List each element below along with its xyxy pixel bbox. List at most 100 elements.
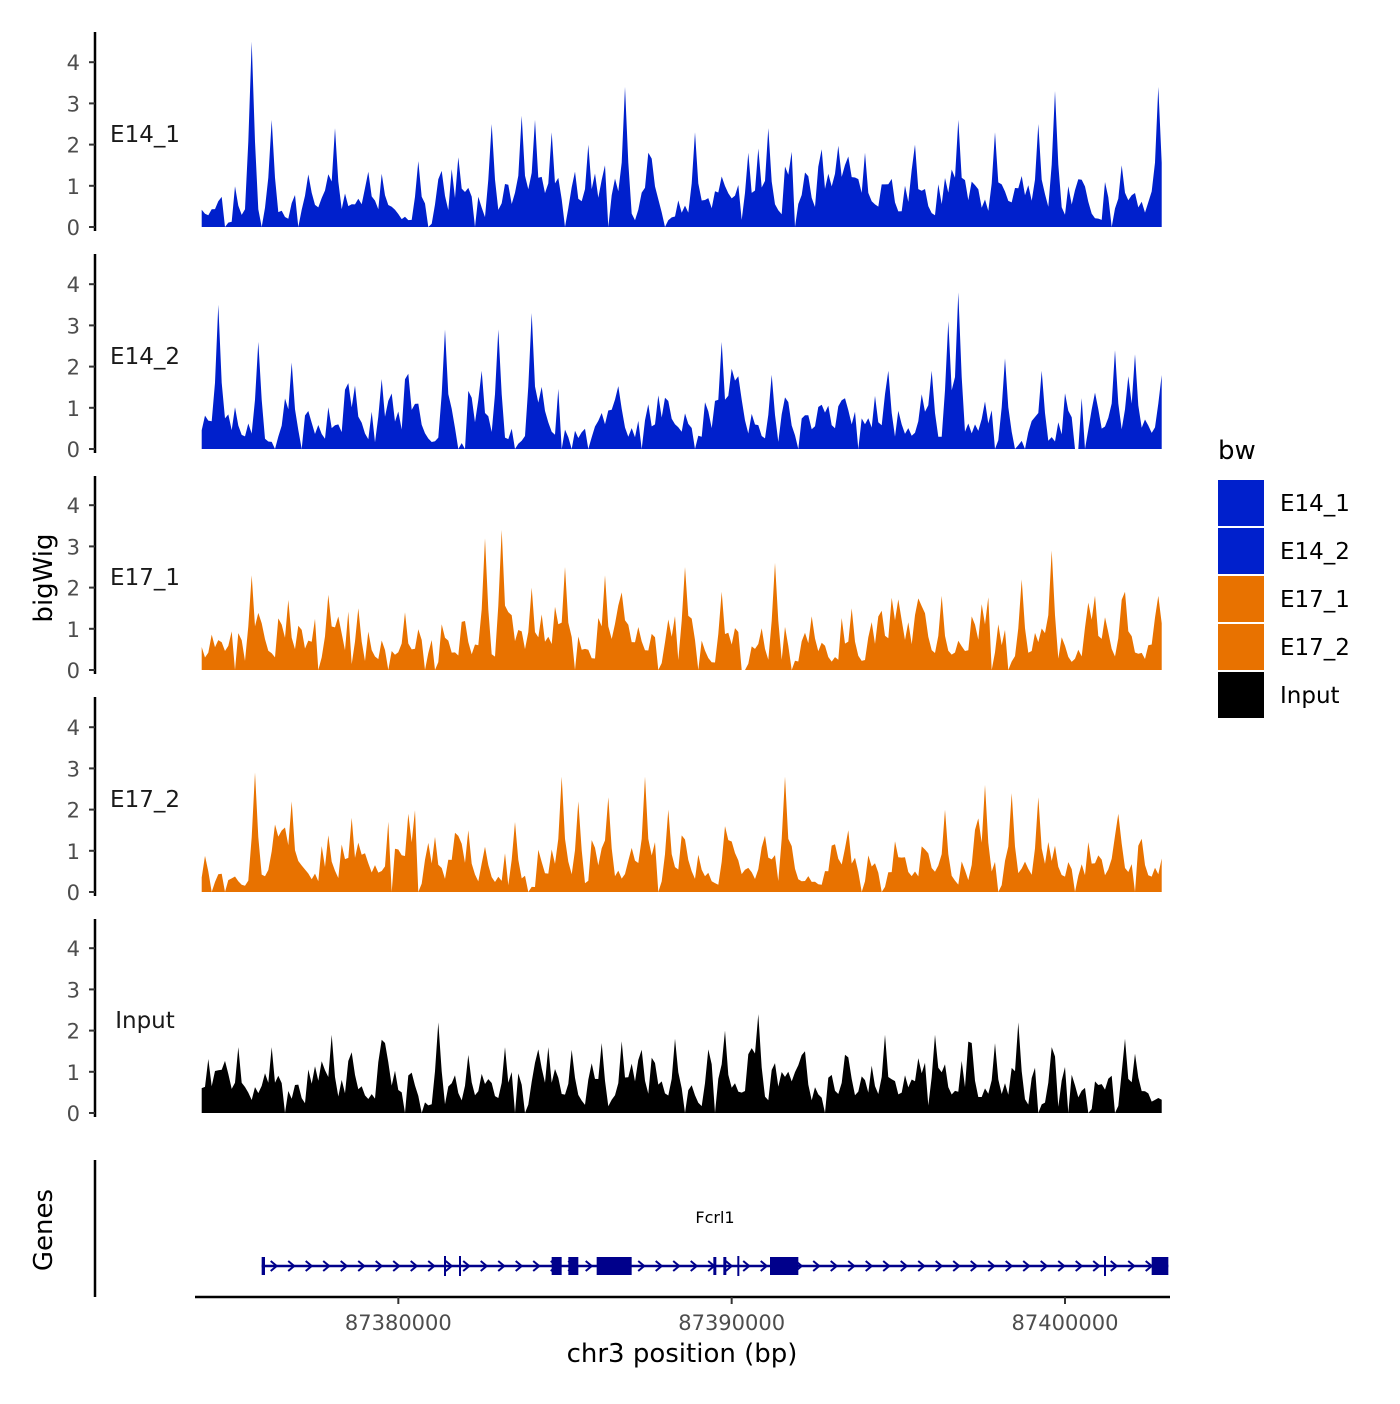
strand-arrow xyxy=(392,1260,401,1272)
strand-arrow xyxy=(427,1260,436,1272)
legend-label-E17_2: E17_2 xyxy=(1280,635,1350,661)
strand-arrow xyxy=(532,1260,541,1272)
y-tick-label: 4 xyxy=(67,273,80,297)
strand-arrow xyxy=(322,1260,331,1272)
genes-axis-title: Genes xyxy=(29,1189,59,1271)
legend-swatch-E14_1 xyxy=(1218,480,1264,526)
track-label: E17_1 xyxy=(110,565,180,591)
strand-arrow xyxy=(287,1260,296,1272)
gene-exon xyxy=(596,1257,632,1275)
y-tick-label: 1 xyxy=(67,1061,80,1085)
y-tick-label: 3 xyxy=(67,757,80,781)
strand-arrow xyxy=(305,1260,314,1272)
y-tick-label: 1 xyxy=(67,175,80,199)
gene-exon xyxy=(551,1257,562,1275)
y-tick-label: 3 xyxy=(67,314,80,338)
tracks-group: 0 1 2 3 4 E14_1 0 1 2 3 4 E14_2 0 1 2 3 4 E17_1 0 1 2 3 4 E17_2… xyxy=(67,32,1162,1126)
legend-label-Input: Input xyxy=(1280,683,1340,709)
strand-arrow xyxy=(515,1260,524,1272)
signal-area-E14_1 xyxy=(201,41,1162,227)
track-label: E14_1 xyxy=(110,122,180,148)
legend-swatch-E17_1 xyxy=(1218,576,1264,622)
gene-exon xyxy=(723,1257,727,1275)
legend: bw E14_1 E14_2 E17_1 E17_2 Input xyxy=(1218,436,1350,718)
strand-arrow xyxy=(970,1260,979,1272)
strand-arrow xyxy=(357,1260,366,1272)
strand-arrow xyxy=(690,1260,699,1272)
y-tick-label: 2 xyxy=(67,134,80,158)
y-tick-label: 3 xyxy=(67,92,80,116)
strand-arrow xyxy=(637,1260,646,1272)
strand-arrow xyxy=(340,1260,349,1272)
gene-name-label: Fcrl1 xyxy=(695,1208,734,1227)
strand-arrow xyxy=(1040,1260,1049,1272)
legend-swatch-Input xyxy=(1218,672,1264,718)
strand-arrow xyxy=(585,1260,594,1272)
y-tick-label: 2 xyxy=(67,1020,80,1044)
track-E14_1: 0 1 2 3 4 E14_1 xyxy=(67,32,1162,240)
strand-arrow xyxy=(865,1260,874,1272)
signal-area-E17_1 xyxy=(201,529,1162,670)
strand-arrow xyxy=(270,1260,279,1272)
y-tick-label: 1 xyxy=(67,397,80,421)
y-tick-label: 0 xyxy=(67,881,80,905)
y-tick-label: 2 xyxy=(67,356,80,380)
strand-arrow xyxy=(672,1260,681,1272)
strand-arrow xyxy=(497,1260,506,1272)
strand-arrow xyxy=(1075,1260,1084,1272)
strand-arrow xyxy=(725,1260,734,1272)
track-label: E17_2 xyxy=(110,787,180,813)
legend-swatch-E17_2 xyxy=(1218,624,1264,670)
gene-exon xyxy=(568,1257,579,1275)
strand-arrow xyxy=(1005,1260,1014,1272)
strand-arrow xyxy=(1110,1260,1119,1272)
track-label: E14_2 xyxy=(110,344,180,370)
strand-arrow xyxy=(375,1260,384,1272)
y-tick-label: 0 xyxy=(67,216,80,240)
strand-arrow xyxy=(1127,1260,1136,1272)
strand-arrow xyxy=(462,1260,471,1272)
strand-arrow xyxy=(1057,1260,1066,1272)
track-E17_2: 0 1 2 3 4 E17_2 xyxy=(67,697,1162,905)
strand-arrow xyxy=(935,1260,944,1272)
gene-exon xyxy=(1151,1257,1169,1275)
legend-label-E14_2: E14_2 xyxy=(1280,539,1350,565)
strand-arrow xyxy=(742,1260,751,1272)
y-tick-label: 1 xyxy=(67,618,80,642)
legend-title: bw xyxy=(1218,436,1256,466)
y-tick-label: 2 xyxy=(67,799,80,823)
track-label: Input xyxy=(115,1008,175,1034)
gene-exon xyxy=(261,1257,265,1275)
signal-area-E14_2 xyxy=(201,292,1162,449)
y-tick-label: 4 xyxy=(67,494,80,518)
strand-arrow xyxy=(952,1260,961,1272)
strand-arrow xyxy=(900,1260,909,1272)
strand-arrow xyxy=(987,1260,996,1272)
legend-swatch-E14_2 xyxy=(1218,528,1264,574)
signal-area-E17_2 xyxy=(201,772,1162,892)
legend-label-E14_1: E14_1 xyxy=(1280,491,1350,517)
strand-arrow xyxy=(917,1260,926,1272)
strand-arrow xyxy=(1022,1260,1031,1272)
track-E17_1: 0 1 2 3 4 E17_1 xyxy=(67,476,1162,683)
strand-arrow xyxy=(812,1260,821,1272)
y-tick-label: 4 xyxy=(67,716,80,740)
y-tick-label: 1 xyxy=(67,840,80,864)
strand-arrow xyxy=(445,1260,454,1272)
y-tick-label: 4 xyxy=(67,51,80,75)
strand-arrow xyxy=(410,1260,419,1272)
legend-label-E17_1: E17_1 xyxy=(1280,587,1350,613)
genes-panel: Fcrl1 xyxy=(93,1160,1169,1297)
signal-area-Input xyxy=(201,1014,1162,1113)
gene-exon xyxy=(713,1257,717,1275)
x-tick-label: 87390000 xyxy=(678,1311,785,1335)
y-tick-label: 3 xyxy=(67,535,80,559)
x-tick-label: 87380000 xyxy=(345,1311,452,1335)
x-axis-title: chr3 position (bp) xyxy=(567,1339,798,1369)
strand-arrow xyxy=(480,1260,489,1272)
y-axis-title: bigWig xyxy=(29,533,59,622)
strand-arrow xyxy=(1092,1260,1101,1272)
x-axis: 87380000 87390000 87400000 xyxy=(195,1295,1170,1335)
